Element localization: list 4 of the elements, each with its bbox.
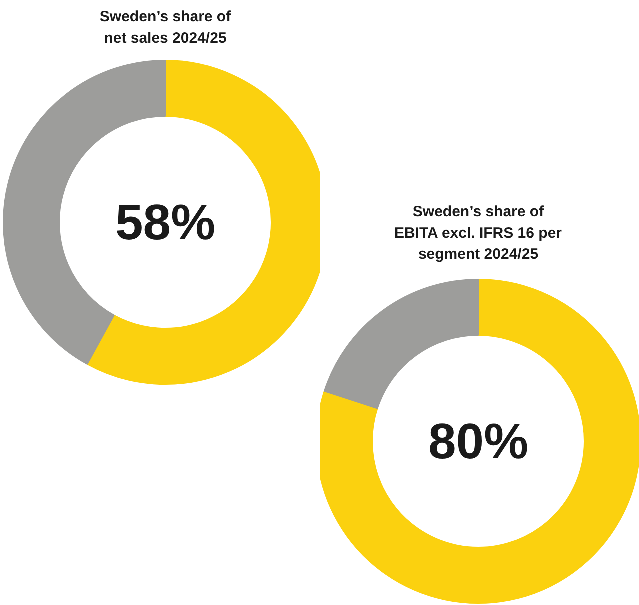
text: 80% bbox=[428, 414, 529, 470]
text: 58% bbox=[115, 194, 216, 250]
chart-title: Sweden’s share of net sales 2024/25 bbox=[100, 8, 232, 47]
chart-title: Sweden’s share of EBITA excl. IFRS 16 per segment 2024/25 bbox=[394, 204, 562, 263]
